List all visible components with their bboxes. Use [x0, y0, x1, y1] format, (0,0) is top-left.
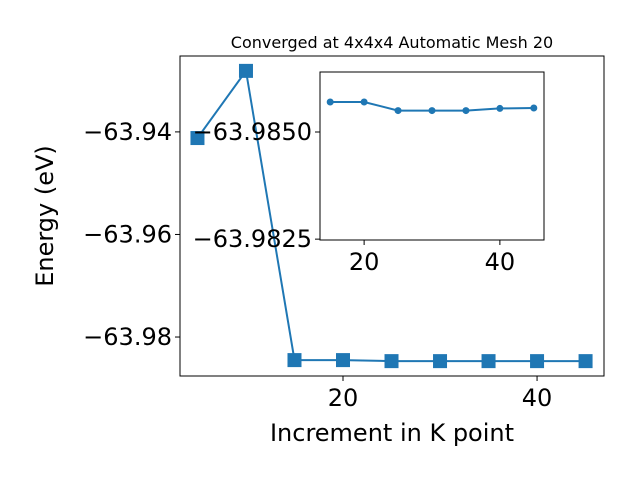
y-axis-label: Energy (eV) — [31, 145, 59, 287]
data-point — [326, 98, 334, 106]
data-point — [190, 131, 205, 146]
data-point — [530, 104, 538, 112]
data-point — [481, 354, 496, 369]
y-tick-label: −63.96 — [83, 220, 172, 248]
x-tick-label: 20 — [349, 248, 380, 276]
chart-title: Converged at 4x4x4 Automatic Mesh 20 — [231, 33, 553, 52]
y-tick-label: −63.9825 — [193, 225, 312, 253]
data-point — [496, 104, 504, 112]
data-point — [428, 107, 436, 115]
y-tick-label: −63.9850 — [193, 118, 312, 146]
data-point — [360, 98, 368, 106]
x-tick-label: 20 — [328, 384, 359, 412]
x-axis-label: Increment in K point — [270, 419, 514, 447]
data-point — [578, 354, 593, 369]
x-tick-label: 40 — [522, 384, 553, 412]
data-point — [462, 107, 470, 115]
data-point — [394, 107, 402, 115]
y-tick-label: −63.94 — [83, 118, 172, 146]
x-tick-label: 40 — [485, 248, 516, 276]
plot-area — [319, 71, 545, 241]
data-point — [433, 354, 448, 369]
data-point — [530, 354, 545, 369]
data-point — [336, 353, 351, 368]
data-point — [384, 354, 399, 369]
data-point — [238, 63, 253, 78]
data-point — [287, 353, 302, 368]
y-tick-label: −63.98 — [83, 323, 172, 351]
